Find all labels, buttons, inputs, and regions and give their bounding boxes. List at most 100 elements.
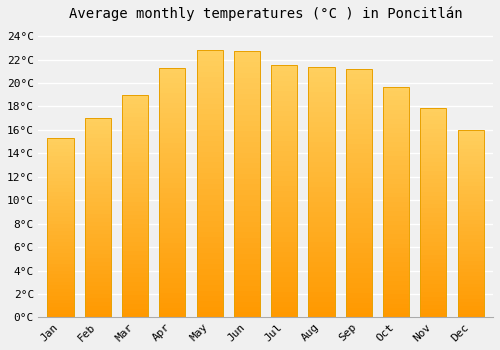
Bar [308, 92, 334, 97]
Bar [84, 258, 111, 262]
Bar [271, 272, 297, 277]
Bar [48, 310, 74, 314]
Bar [122, 251, 148, 255]
Bar [308, 87, 334, 92]
Bar [458, 175, 483, 179]
Bar [308, 182, 334, 187]
Bar [458, 231, 483, 235]
Bar [308, 177, 334, 182]
Bar [196, 227, 222, 232]
Bar [383, 137, 409, 142]
Bar [122, 300, 148, 304]
Bar [122, 113, 148, 117]
Bar [196, 312, 222, 317]
Bar [458, 314, 483, 317]
Bar [346, 114, 372, 119]
Bar [160, 262, 186, 267]
Bar [271, 70, 297, 76]
Bar [84, 242, 111, 246]
Bar [458, 299, 483, 302]
Bar [196, 270, 222, 275]
Bar [346, 213, 372, 218]
Bar [346, 288, 372, 293]
Bar [420, 137, 446, 141]
Bar [122, 282, 148, 286]
Bar [160, 247, 186, 253]
Bar [160, 98, 186, 103]
Bar [420, 179, 446, 183]
Bar [271, 206, 297, 212]
Bar [234, 105, 260, 110]
Bar [420, 125, 446, 129]
Bar [84, 134, 111, 138]
Bar [308, 147, 334, 152]
Bar [122, 268, 148, 273]
Bar [271, 181, 297, 187]
Bar [458, 145, 483, 149]
Bar [122, 108, 148, 113]
Bar [196, 307, 222, 312]
Bar [308, 112, 334, 117]
Bar [48, 271, 74, 274]
Bar [84, 126, 111, 130]
Bar [383, 225, 409, 230]
Bar [196, 259, 222, 264]
Bar [48, 242, 74, 246]
Bar [196, 243, 222, 248]
Bar [458, 160, 483, 164]
Bar [84, 190, 111, 194]
Bar [383, 244, 409, 248]
Bar [346, 298, 372, 303]
Bar [346, 173, 372, 178]
Bar [122, 184, 148, 188]
Bar [420, 112, 446, 116]
Bar [308, 127, 334, 132]
Bar [346, 154, 372, 159]
Bar [420, 154, 446, 158]
Bar [234, 248, 260, 254]
Bar [346, 278, 372, 283]
Bar [383, 133, 409, 137]
Bar [308, 292, 334, 298]
Bar [383, 285, 409, 290]
Bar [383, 248, 409, 253]
Bar [160, 193, 186, 198]
Bar [383, 86, 409, 91]
Bar [160, 183, 186, 188]
Bar [383, 294, 409, 299]
Bar [84, 122, 111, 126]
Bar [383, 96, 409, 100]
Bar [48, 196, 74, 199]
Bar [234, 179, 260, 184]
Bar [84, 118, 111, 122]
Bar [383, 281, 409, 285]
Bar [234, 126, 260, 131]
Bar [346, 223, 372, 228]
Bar [308, 102, 334, 107]
Bar [196, 237, 222, 243]
Bar [160, 158, 186, 163]
Bar [122, 153, 148, 157]
Bar [420, 175, 446, 179]
Bar [420, 187, 446, 191]
Bar [234, 227, 260, 232]
Bar [271, 121, 297, 126]
Bar [84, 218, 111, 222]
Bar [420, 296, 446, 301]
Bar [234, 158, 260, 163]
Bar [458, 216, 483, 220]
Bar [122, 95, 148, 317]
Bar [234, 302, 260, 307]
Bar [122, 144, 148, 148]
Bar [196, 104, 222, 109]
Bar [271, 237, 297, 242]
Bar [420, 313, 446, 317]
Bar [122, 162, 148, 166]
Bar [234, 296, 260, 302]
Bar [458, 194, 483, 197]
Bar [308, 202, 334, 207]
Bar [420, 229, 446, 233]
Bar [308, 72, 334, 77]
Bar [383, 258, 409, 262]
Bar [122, 131, 148, 135]
